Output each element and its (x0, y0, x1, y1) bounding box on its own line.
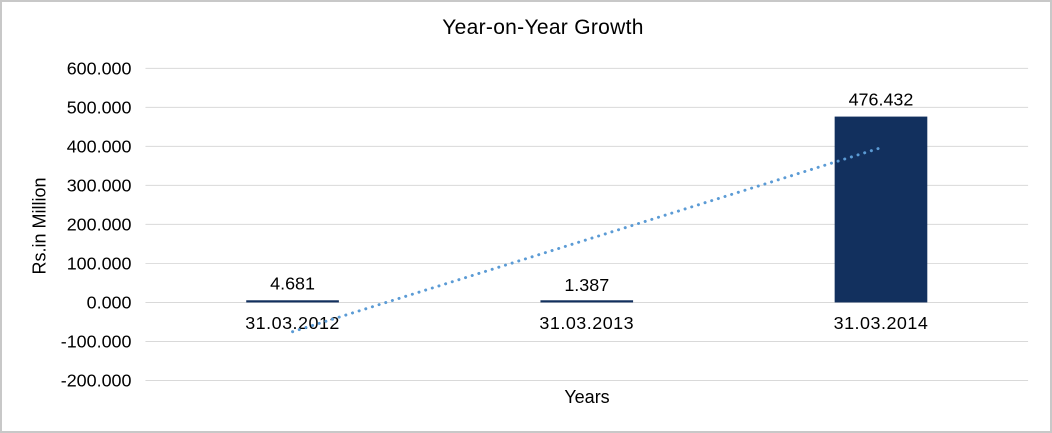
bar (246, 300, 339, 303)
y-axis-tick-label: 100.000 (67, 253, 132, 273)
y-axis-tick-label: 600.000 (67, 58, 132, 78)
bar-data-label: 1.387 (564, 275, 609, 295)
bar (540, 300, 634, 303)
y-axis-tick-label: 400.000 (67, 136, 132, 156)
chart-title: Year-on-Year Growth (442, 16, 644, 39)
bar (834, 116, 928, 303)
bar-data-label: 4.681 (270, 274, 315, 294)
x-axis-title: Years (564, 387, 610, 407)
y-axis-tick-label: 500.000 (67, 97, 132, 117)
x-axis-tick-label: 31.03.2012 (245, 313, 340, 333)
bar-data-label: 476.432 (849, 90, 914, 110)
y-axis-tick-label: 200.000 (67, 214, 132, 234)
y-axis-tick-label: 300.000 (67, 175, 132, 195)
y-axis-tick-label: 0.000 (87, 292, 132, 312)
x-axis-tick-label: 31.03.2013 (539, 313, 634, 333)
trendline (291, 146, 883, 334)
y-axis-tick-label: -200.000 (61, 370, 132, 390)
y-axis-title-text: Rs.in Million (29, 177, 50, 275)
x-axis-tick-label: 31.03.2014 (834, 313, 929, 333)
y-axis-tick-label: -100.000 (61, 331, 132, 351)
